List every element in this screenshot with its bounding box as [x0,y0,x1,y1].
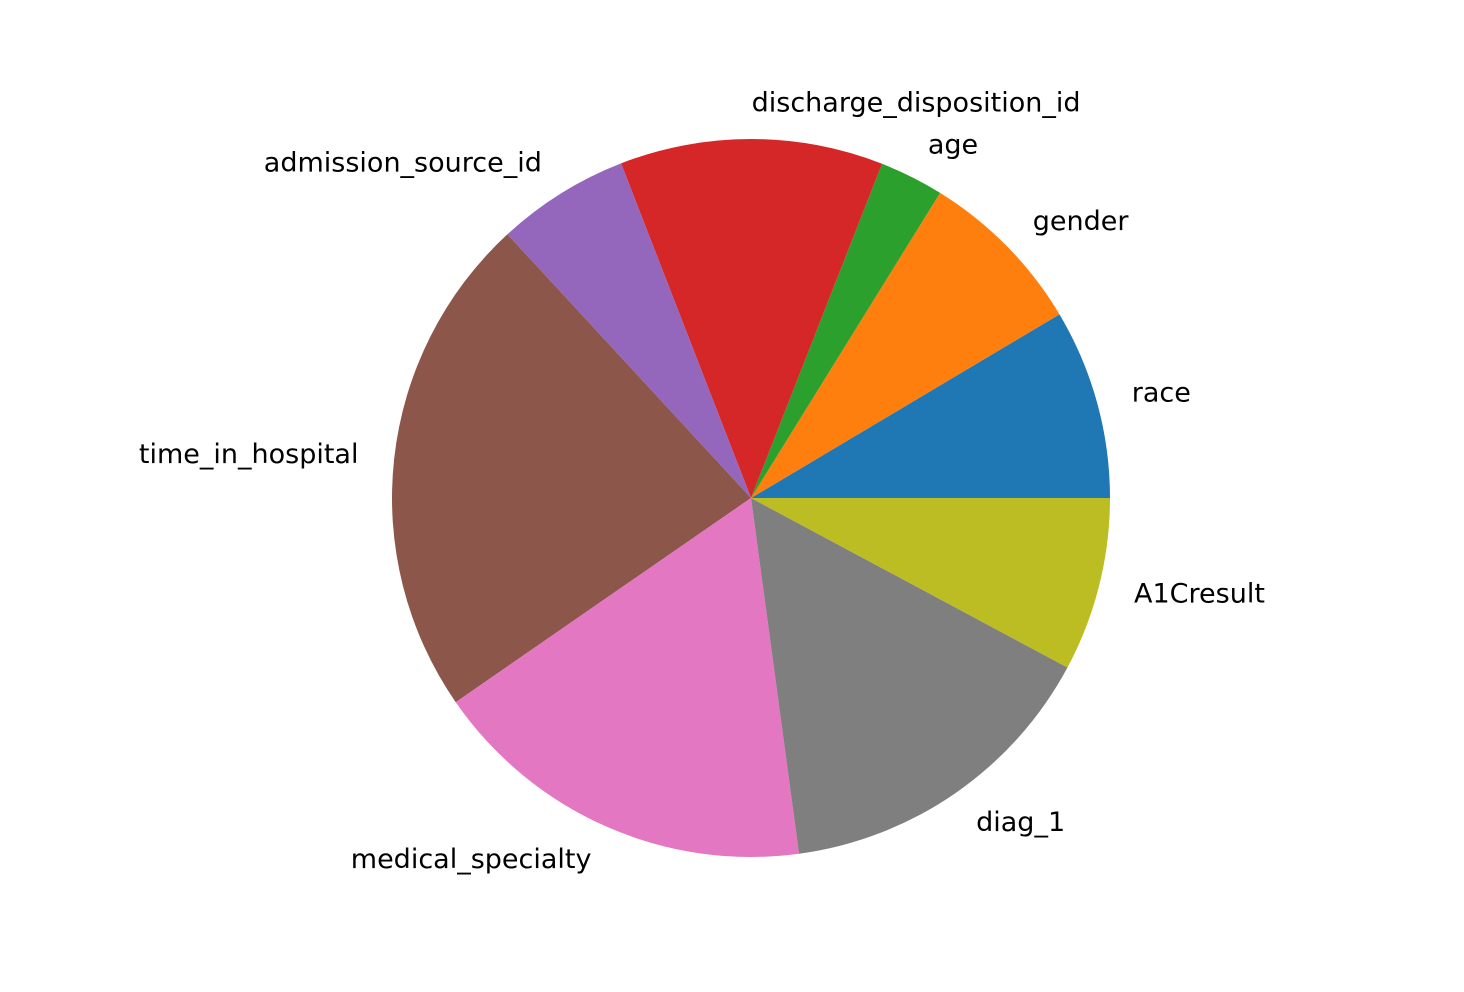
pie-slices [392,139,1110,858]
pie-slice-diag-1 [751,498,1068,854]
pie-slice-time-in-hospital [392,234,751,703]
pie-slice-age [751,163,941,498]
pie-label-time-in-hospital: time_in_hospital [139,439,359,470]
pie-label-a1cresult: A1Cresult [1134,579,1265,610]
pie-slice-gender [751,192,1060,499]
pie-label-medical-specialty: medical_specialty [351,844,592,875]
pie-slice-admission-source-id [507,163,751,498]
pie-label-race: race [1132,378,1191,409]
pie-label-gender: gender [1033,206,1130,237]
pie-slice-race [751,314,1110,498]
pie-label-age: age [928,129,978,160]
pie-label-admission-source-id: admission_source_id [264,148,542,179]
pie-slice-medical-specialty [455,498,800,858]
pie-slice-a1cresult [751,498,1110,668]
pie-label-diag-1: diag_1 [976,807,1065,838]
pie-label-discharge-disposition-id: discharge_disposition_id [752,88,1081,119]
pie-slice-discharge-disposition-id [621,139,883,498]
pie-labels: race gender age discharge_disposition_idadm… [139,88,1265,875]
